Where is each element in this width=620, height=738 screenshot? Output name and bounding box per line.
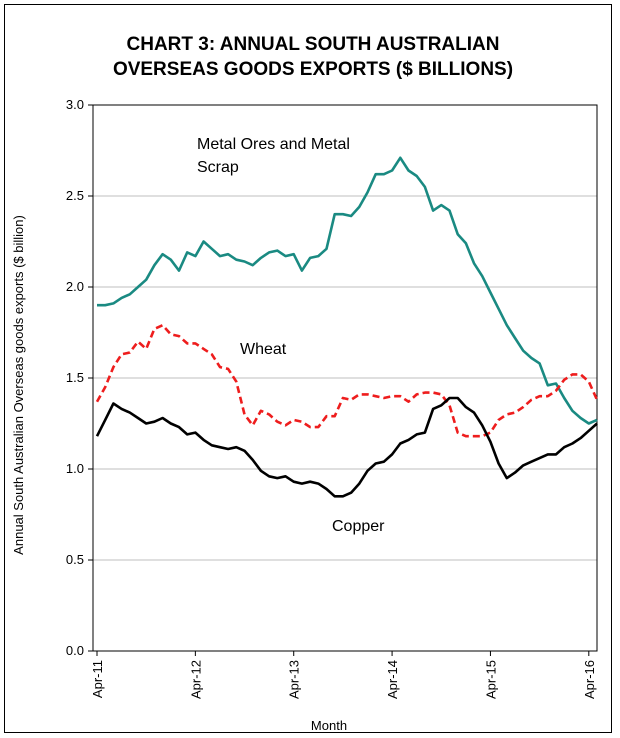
gridlines (93, 105, 597, 651)
y-tick-label: 2.0 (66, 279, 84, 294)
chart-title-line-1: CHART 3: ANNUAL SOUTH AUSTRALIAN (127, 34, 500, 55)
line-chart: CHART 3: ANNUAL SOUTH AUSTRALIAN OVERSEA… (5, 5, 613, 734)
y-tick-label: 3.0 (66, 97, 84, 112)
x-tick-label: Apr-12 (188, 660, 203, 699)
x-axis-ticks: Apr-11 Apr-12 Apr-13 Apr-14 Apr-15 Apr-16 (90, 651, 597, 699)
series-line-wheat (97, 325, 597, 436)
x-tick-label: Apr-16 (582, 660, 597, 699)
series-label-metal-ores-line-2: Scrap (197, 159, 239, 176)
y-tick-label: 0.0 (66, 643, 84, 658)
series-line-metal-ores-and-metal-scrap (97, 158, 597, 424)
y-tick-label: 1.0 (66, 461, 84, 476)
y-tick-label: 2.5 (66, 188, 84, 203)
series-label-wheat: Wheat (240, 341, 287, 358)
series-label-copper: Copper (332, 518, 385, 535)
y-tick-label: 1.5 (66, 370, 84, 385)
series-lines (97, 158, 597, 497)
chart-frame: CHART 3: ANNUAL SOUTH AUSTRALIAN OVERSEA… (4, 4, 612, 733)
chart-title-line-2: OVERSEAS GOODS EXPORTS ($ BILLIONS) (113, 59, 513, 80)
x-tick-label: Apr-11 (90, 660, 105, 698)
y-tick-label: 0.5 (66, 552, 84, 567)
y-axis-ticks: 0.0 0.5 1.0 1.5 2.0 2.5 3.0 (66, 97, 93, 658)
series-line-copper (97, 398, 597, 496)
y-axis-label: Annual South Australian Overseas goods e… (11, 215, 26, 555)
series-label-metal-ores-line-1: Metal Ores and Metal (197, 136, 350, 153)
x-tick-label: Apr-15 (483, 660, 498, 699)
x-tick-label: Apr-13 (287, 660, 302, 699)
x-tick-label: Apr-14 (385, 660, 400, 699)
x-axis-label: Month (311, 718, 347, 733)
